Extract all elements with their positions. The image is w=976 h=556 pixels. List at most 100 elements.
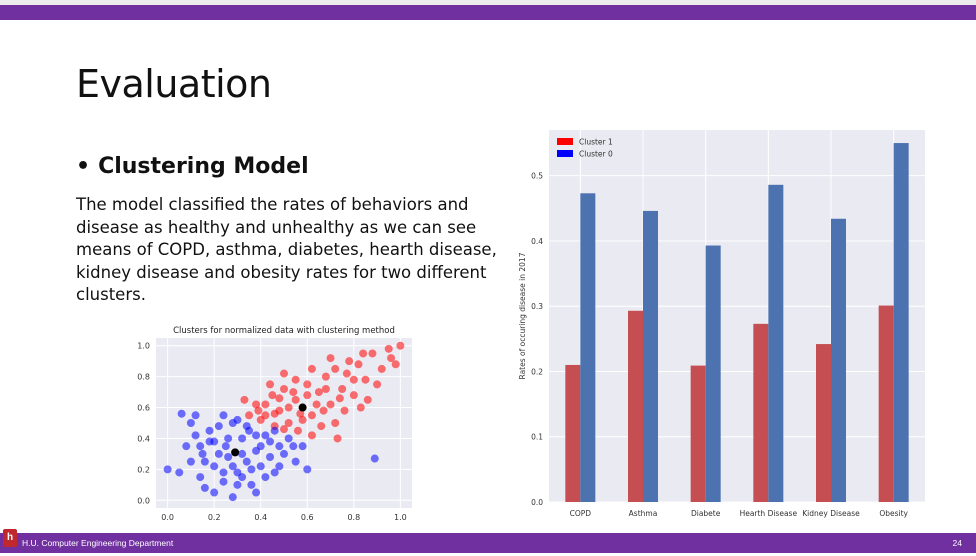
scatter-point bbox=[261, 473, 270, 482]
scatter-point bbox=[210, 462, 219, 471]
scatter-point bbox=[196, 442, 205, 451]
scatter-point bbox=[275, 442, 284, 451]
bar-y-tick-label: 0.2 bbox=[531, 367, 543, 376]
scatter-chart-svg: Clusters for normalized data with cluste… bbox=[137, 326, 412, 522]
scatter-point bbox=[370, 454, 379, 463]
scatter-point bbox=[182, 442, 191, 451]
bar-cluster-1 bbox=[628, 310, 643, 502]
bar-chart-svg: 0.0 0.1 0.2 0.3 0.4 0.5 COPD Asthma Diabete Heart… bbox=[518, 130, 925, 518]
scatter-centroid-point bbox=[231, 448, 240, 457]
scatter-point bbox=[331, 419, 340, 427]
scatter-point bbox=[254, 406, 263, 415]
scatter-point bbox=[307, 411, 316, 420]
scatter-point bbox=[321, 372, 330, 381]
scatter-point bbox=[326, 400, 335, 409]
scatter-point bbox=[177, 409, 186, 418]
top-strip bbox=[0, 0, 976, 5]
scatter-point bbox=[298, 415, 307, 424]
scatter-x-tick-label: 0.4 bbox=[254, 513, 267, 522]
scatter-point bbox=[317, 422, 326, 431]
scatter-point bbox=[245, 411, 254, 420]
footer-text: H.U. Computer Engineering Department bbox=[22, 538, 174, 548]
scatter-point bbox=[238, 449, 247, 458]
legend-swatch bbox=[557, 138, 573, 145]
scatter-point bbox=[228, 493, 237, 502]
scatter-point bbox=[224, 434, 233, 443]
bar-x-tick-label: Obesity bbox=[879, 509, 908, 518]
scatter-point bbox=[270, 468, 279, 477]
scatter-point bbox=[349, 391, 358, 400]
bullet-marker: • bbox=[76, 154, 91, 179]
scatter-point bbox=[298, 442, 307, 451]
scatter-point bbox=[307, 364, 316, 373]
scatter-centroid-point bbox=[298, 403, 307, 412]
bar-cluster-0 bbox=[893, 143, 909, 503]
scatter-point bbox=[175, 468, 184, 477]
scatter-point bbox=[242, 457, 251, 466]
scatter-x-tick-label: 0.0 bbox=[161, 513, 174, 522]
scatter-point bbox=[214, 449, 223, 458]
scatter-point bbox=[321, 385, 330, 393]
scatter-point bbox=[289, 388, 298, 397]
scatter-point bbox=[221, 442, 230, 451]
scatter-y-tick-label: 0.8 bbox=[137, 373, 150, 382]
bar-y-tick-label: 0.5 bbox=[531, 172, 543, 181]
scatter-point bbox=[163, 465, 172, 474]
scatter-point bbox=[284, 403, 293, 412]
scatter-point bbox=[280, 449, 288, 458]
scatter-point bbox=[384, 344, 393, 353]
scatter-title: Clusters for normalized data with cluste… bbox=[173, 326, 395, 336]
scatter-chart: Clusters for normalized data with cluste… bbox=[128, 324, 418, 524]
scatter-point bbox=[275, 462, 284, 471]
scatter-point bbox=[333, 434, 342, 443]
scatter-point bbox=[338, 385, 347, 393]
scatter-point bbox=[284, 434, 293, 443]
scatter-point bbox=[252, 488, 261, 497]
scatter-point bbox=[268, 391, 277, 400]
scatter-point bbox=[291, 395, 300, 404]
scatter-point bbox=[359, 349, 368, 358]
scatter-point bbox=[205, 426, 214, 435]
scatter-point bbox=[266, 380, 275, 389]
bar-chart: 0.0 0.1 0.2 0.3 0.4 0.5 COPD Asthma Diabete Heart… bbox=[513, 126, 929, 522]
scatter-point bbox=[240, 395, 249, 404]
page-number: 24 bbox=[952, 538, 962, 548]
legend-label: Cluster 1 bbox=[579, 138, 613, 147]
scatter-point bbox=[319, 406, 328, 415]
scatter-point bbox=[270, 409, 279, 418]
scatter-point bbox=[247, 480, 256, 489]
scatter-point bbox=[377, 364, 386, 373]
bar-cluster-1 bbox=[753, 323, 769, 502]
bar-cluster-1 bbox=[690, 365, 706, 502]
scatter-point bbox=[233, 415, 242, 424]
scatter-point bbox=[196, 473, 205, 482]
bar-y-tick-label: 0.0 bbox=[531, 498, 543, 507]
bar-x-tick-label: Diabete bbox=[691, 509, 721, 518]
scatter-point bbox=[373, 380, 382, 389]
scatter-point bbox=[280, 369, 288, 378]
scatter-point bbox=[247, 465, 256, 474]
scatter-point bbox=[256, 415, 265, 424]
bar-x-tick-label: Asthma bbox=[629, 509, 658, 518]
scatter-point bbox=[280, 425, 288, 434]
scatter-y-tick-label: 0.2 bbox=[137, 465, 150, 474]
bar-y-tick-label: 0.3 bbox=[531, 302, 543, 311]
scatter-point bbox=[396, 341, 405, 350]
scatter-point bbox=[335, 394, 344, 403]
scatter-point bbox=[210, 437, 219, 446]
bullet-heading: • Clustering Model bbox=[76, 154, 309, 179]
scatter-x-tick-label: 0.6 bbox=[301, 513, 314, 522]
scatter-point bbox=[261, 400, 270, 409]
scatter-point bbox=[356, 403, 365, 412]
bar-cluster-1 bbox=[565, 364, 581, 502]
scatter-point bbox=[228, 462, 237, 471]
scatter-point bbox=[331, 364, 340, 373]
scatter-point bbox=[387, 354, 396, 363]
scatter-point bbox=[280, 385, 288, 393]
scatter-y-tick-label: 0.6 bbox=[137, 404, 150, 413]
scatter-point bbox=[200, 483, 209, 492]
scatter-point bbox=[266, 437, 275, 446]
bar-y-tick-label: 0.4 bbox=[531, 237, 543, 246]
scatter-point bbox=[289, 442, 298, 451]
scatter-point bbox=[303, 380, 312, 389]
